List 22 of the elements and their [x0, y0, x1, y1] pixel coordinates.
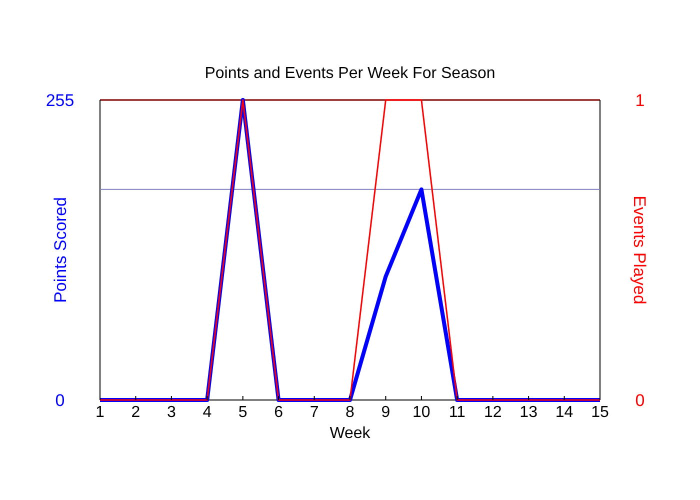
- x-tick-label: 4: [202, 404, 212, 421]
- y-axis-title: Points Scored: [51, 197, 70, 303]
- x-tick-label: 2: [131, 404, 140, 421]
- x-tick-label: 9: [381, 404, 390, 421]
- y-tick-label: 255: [46, 91, 74, 110]
- x-tick-label: 15: [591, 404, 609, 421]
- x-tick-label: 13: [520, 404, 538, 421]
- y2-axis-title: Events Played: [630, 196, 649, 304]
- x-tick-label: 6: [274, 404, 284, 421]
- x-tick-label: 10: [412, 404, 430, 421]
- x-tick-label: 14: [555, 404, 574, 421]
- x-tick-label: 8: [346, 404, 355, 421]
- x-tick-label: 1: [96, 404, 105, 421]
- x-tick-label: 11: [448, 404, 466, 421]
- x-tick-label: 5: [238, 404, 248, 421]
- x-tick-label: 3: [166, 404, 176, 421]
- chart-title: Points and Events Per Week For Season: [204, 65, 496, 82]
- y2-tick-label: 0: [635, 391, 645, 410]
- x-tick-label: 12: [484, 404, 502, 421]
- y2-tick-label: 1: [635, 91, 645, 110]
- x-axis-title: Week: [330, 425, 372, 442]
- x-tick-label: 7: [310, 404, 319, 421]
